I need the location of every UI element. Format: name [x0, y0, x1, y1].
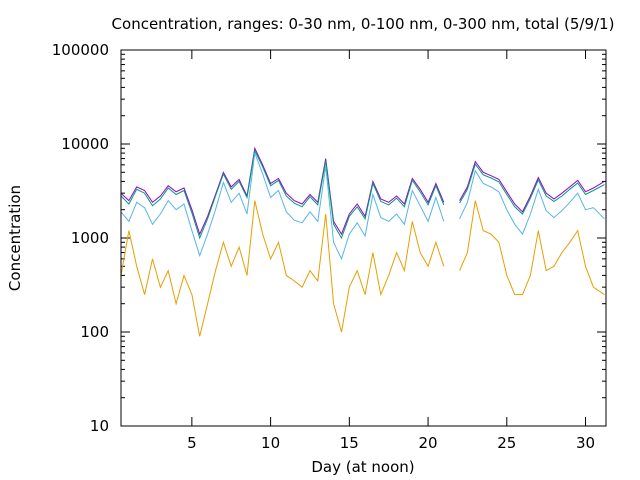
axis-ticks [121, 49, 606, 427]
series-line-3 [459, 169, 605, 236]
x-tick-labels: 5 10 15 20 25 30 [187, 434, 595, 452]
y-tick-labels: 10 100 1000 10000 100000 [52, 41, 109, 435]
y-tick-label: 1000 [71, 229, 109, 247]
series-line-4 [120, 200, 445, 337]
y-tick-label: 10 [90, 417, 109, 435]
series-line-1 [459, 160, 605, 213]
series-line-2 [120, 148, 445, 240]
series-line-2 [459, 163, 605, 215]
chart-title: Concentration, ranges: 0-30 nm, 0-100 nm… [112, 15, 615, 33]
x-tick-label: 10 [261, 434, 280, 452]
x-tick-label: 20 [419, 434, 438, 452]
plot-frame [120, 49, 607, 427]
series-line-4 [459, 200, 605, 296]
x-axis-title: Day (at noon) [311, 458, 414, 476]
x-tick-label: 25 [497, 434, 516, 452]
series-layer [120, 146, 605, 337]
series-line-3 [120, 152, 445, 261]
x-tick-label: 30 [576, 434, 595, 452]
y-tick-label: 100 [80, 323, 109, 341]
series-line-1 [120, 146, 445, 236]
y-tick-label: 100000 [52, 41, 109, 59]
y-axis-title: Concentration [6, 185, 24, 291]
x-tick-label: 15 [340, 434, 359, 452]
y-tick-label: 10000 [61, 135, 109, 153]
x-tick-label: 5 [187, 434, 197, 452]
